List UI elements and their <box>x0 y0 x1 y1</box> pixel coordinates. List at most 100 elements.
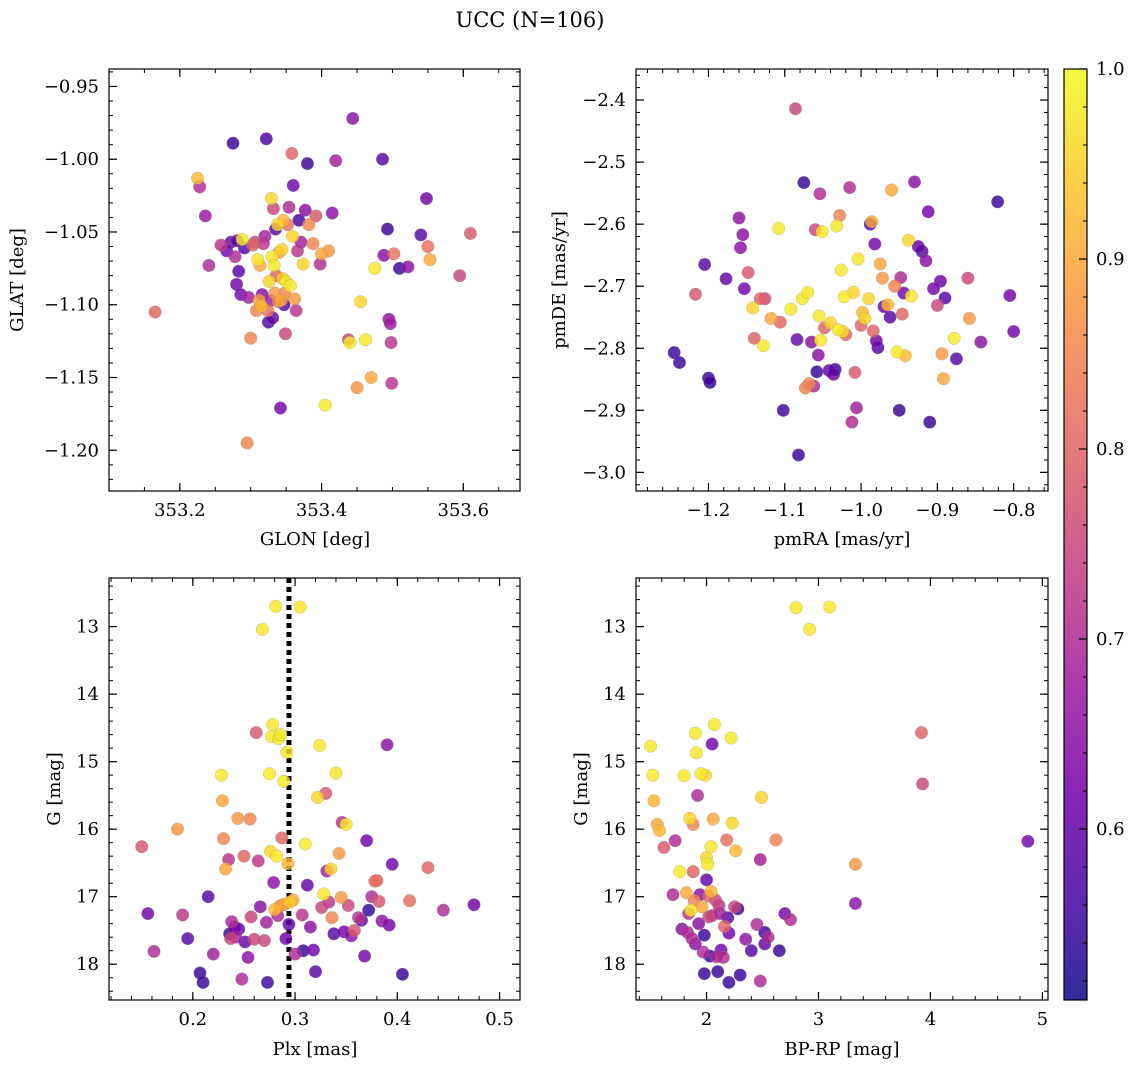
data-point <box>736 228 750 242</box>
data-point <box>191 171 205 185</box>
data-point <box>652 823 667 838</box>
data-point <box>813 187 827 201</box>
data-point <box>646 768 660 782</box>
data-point <box>384 336 398 350</box>
data-point <box>196 975 210 989</box>
data-point <box>300 157 314 171</box>
panel-bprp-g: BP-RP [mag] G [mag] 2 3 4 5 13 14 15 16 17 18 <box>571 577 1049 1060</box>
data-point <box>240 436 254 450</box>
data-point <box>907 175 922 189</box>
axis-ticks <box>636 69 1048 491</box>
data-point <box>772 944 786 958</box>
data-point <box>692 917 706 931</box>
data-point <box>837 290 851 304</box>
data-point <box>732 211 746 225</box>
data-point <box>329 766 343 780</box>
data-point <box>961 271 975 285</box>
data-point <box>225 915 239 929</box>
xtick-label: −0.9 <box>916 500 960 521</box>
data-point <box>198 209 212 223</box>
data-point <box>668 834 682 848</box>
data-point <box>282 200 296 214</box>
data-point <box>268 902 282 917</box>
data-point <box>380 222 395 236</box>
data-point <box>704 840 718 854</box>
data-point <box>311 790 325 804</box>
data-point <box>895 307 909 321</box>
data-point <box>683 811 697 825</box>
data-point <box>802 622 817 636</box>
data-point <box>147 944 161 958</box>
xtick-label: 0.4 <box>383 1009 412 1030</box>
data-point <box>296 257 310 271</box>
data-point <box>269 599 283 613</box>
data-point <box>744 944 758 958</box>
data-point <box>351 911 366 925</box>
data-point <box>259 132 273 146</box>
figure-title: UCC (N=106) <box>456 8 605 32</box>
data-point <box>375 914 389 928</box>
data-point <box>219 862 233 876</box>
data-point <box>724 731 738 745</box>
ytick-label: 13 <box>76 617 99 638</box>
data-point <box>274 293 288 307</box>
data-point <box>930 298 944 312</box>
plot-frame <box>635 577 1049 1001</box>
data-point <box>298 203 312 217</box>
data-point <box>288 292 302 306</box>
data-point <box>463 226 477 240</box>
yaxis-label: G [mag] <box>571 752 592 825</box>
data-point <box>302 218 316 232</box>
xtick-label: 353.2 <box>154 500 206 521</box>
data-point <box>834 263 848 277</box>
data-point <box>318 398 332 412</box>
data-point <box>343 336 357 350</box>
data-point <box>350 381 364 395</box>
data-point <box>303 920 317 934</box>
yaxis-label: GLAT [deg] <box>7 228 28 332</box>
data-point <box>148 305 162 319</box>
data-point <box>862 292 876 306</box>
data-point <box>737 282 751 296</box>
data-point <box>885 183 899 197</box>
data-point <box>719 272 733 286</box>
data-point <box>694 767 708 781</box>
data-point <box>684 903 698 917</box>
data-point <box>801 285 815 299</box>
data-point <box>380 738 394 752</box>
ytick-label: −3.0 <box>582 462 626 483</box>
data-point <box>888 279 902 293</box>
data-point <box>216 832 231 846</box>
data-point <box>254 299 268 313</box>
xtick-label: −1.2 <box>687 500 731 521</box>
data-point <box>991 195 1005 209</box>
data-point <box>201 890 215 904</box>
ytick-label: −2.9 <box>582 400 626 421</box>
data-point <box>260 975 275 989</box>
ytick-label: 18 <box>603 954 626 975</box>
data-point <box>949 352 963 366</box>
data-point <box>232 264 246 278</box>
data-point <box>688 287 703 301</box>
xtick-label: 0.5 <box>485 1009 514 1030</box>
data-point <box>278 327 292 341</box>
data-point <box>253 900 267 914</box>
ytick-label: 13 <box>603 617 626 638</box>
data-point <box>385 376 399 390</box>
data-point <box>358 333 373 347</box>
data-point <box>306 237 320 251</box>
data-point <box>849 401 864 415</box>
ytick-label: −1.10 <box>44 295 99 316</box>
data-point <box>241 950 255 965</box>
ytick-label: −2.6 <box>582 214 626 235</box>
xtick-label: 2 <box>701 1009 712 1030</box>
ytick-label: −2.4 <box>582 90 626 111</box>
data-point <box>783 913 798 927</box>
data-point <box>776 403 790 417</box>
ytick-label: −1.00 <box>44 149 99 170</box>
data-point <box>283 279 297 293</box>
data-point <box>707 717 721 732</box>
data-point <box>769 833 783 847</box>
data-point <box>711 965 725 979</box>
